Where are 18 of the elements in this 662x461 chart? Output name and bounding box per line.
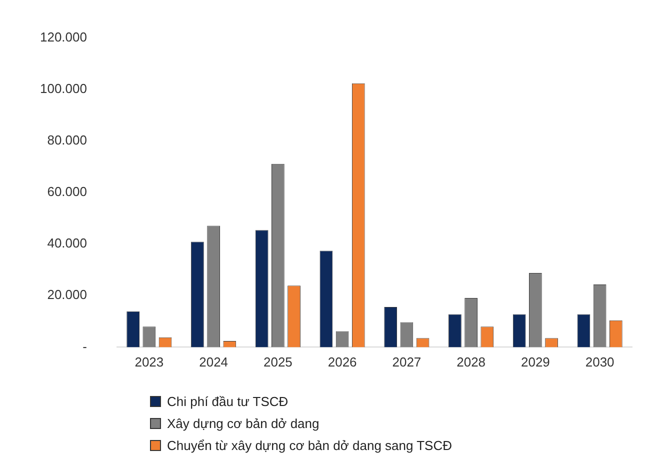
x-tick-label: 2026 bbox=[328, 354, 357, 370]
y-tick-label: 120.000 bbox=[40, 29, 87, 44]
legend-label: Xây dựng cơ bản dở dang bbox=[167, 416, 320, 430]
x-tick-label: 2028 bbox=[456, 354, 486, 370]
x-tick-label: 2024 bbox=[199, 354, 228, 370]
x-tick-label: 2029 bbox=[520, 354, 550, 370]
y-tick-label: 80.000 bbox=[47, 132, 87, 148]
x-tick-label: 2027 bbox=[392, 354, 422, 370]
y-tick-label: 60.000 bbox=[47, 184, 87, 200]
y-tick-label: - bbox=[82, 338, 87, 354]
y-tick-label: 20.000 bbox=[47, 287, 87, 302]
legend-label: Chi phí đầu tư TSCĐ bbox=[167, 394, 288, 408]
legend-label: Chuyển từ xây dựng cơ bản dở dang sang TSCĐ bbox=[167, 438, 452, 452]
x-tick-label: 2030 bbox=[585, 354, 614, 370]
y-tick-label: 100.000 bbox=[40, 80, 87, 96]
x-tick-label: 2025 bbox=[263, 354, 292, 370]
x-tick-label: 2023 bbox=[134, 354, 164, 370]
y-tick-label: 40.000 bbox=[47, 236, 87, 251]
